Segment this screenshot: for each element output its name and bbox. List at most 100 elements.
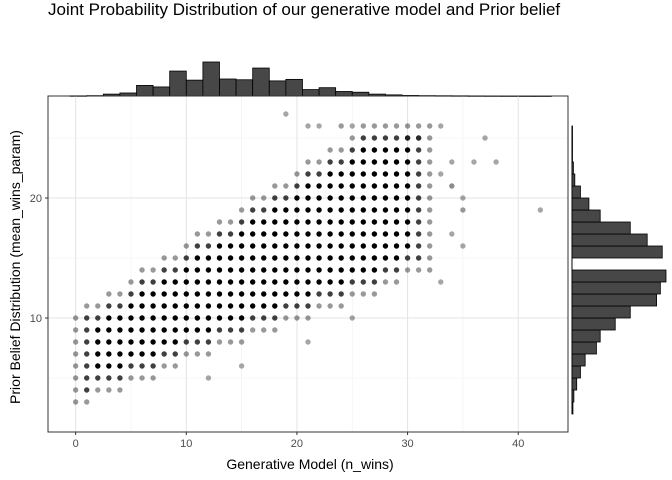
- scatter-point: [238, 327, 245, 333]
- scatter-point: [183, 315, 189, 321]
- scatter-point: [183, 255, 189, 261]
- scatter-point: [283, 183, 289, 189]
- scatter-point: [205, 351, 212, 357]
- scatter-point: [393, 147, 400, 153]
- scatter-point: [227, 291, 234, 297]
- scatter-point: [415, 207, 422, 213]
- scatter-point: [261, 255, 267, 261]
- scatter-point: [117, 387, 123, 393]
- scatter-point: [349, 267, 355, 273]
- scatter-point: [272, 243, 278, 249]
- scatter-point: [172, 255, 178, 261]
- scatter-point: [338, 255, 344, 261]
- scatter-point: [415, 147, 422, 153]
- scatter-point: [272, 303, 278, 309]
- scatter-point: [371, 279, 378, 285]
- scatter-point: [194, 291, 201, 297]
- scatter-point: [227, 327, 234, 333]
- scatter-point: [261, 219, 267, 225]
- scatter-point: [316, 291, 322, 297]
- scatter-point: [294, 219, 300, 225]
- scatter-point: [338, 231, 344, 237]
- scatter-point: [283, 303, 289, 309]
- scatter-point: [316, 123, 322, 129]
- scatter-point: [382, 123, 389, 129]
- scatter-point: [249, 279, 256, 285]
- scatter-point: [327, 207, 333, 213]
- scatter-point: [227, 315, 234, 321]
- scatter-point: [205, 315, 212, 321]
- scatter-point: [371, 183, 378, 189]
- scatter-point: [128, 375, 134, 381]
- scatter-point: [305, 231, 311, 237]
- right-histogram-bar: [571, 185, 581, 199]
- scatter-point: [194, 231, 201, 237]
- scatter-point: [128, 339, 134, 345]
- scatter-point: [72, 387, 79, 393]
- scatter-point: [438, 279, 444, 285]
- scatter-point: [150, 303, 156, 309]
- scatter-point: [327, 183, 333, 189]
- scatter-point: [249, 327, 256, 333]
- right-histogram-bar: [571, 401, 574, 415]
- scatter-point: [150, 279, 156, 285]
- scatter-point: [183, 267, 189, 273]
- scatter-point: [415, 123, 422, 129]
- scatter-point: [117, 351, 123, 357]
- scatter-point: [316, 219, 322, 225]
- scatter-point: [183, 291, 189, 297]
- scatter-point: [338, 147, 344, 153]
- scatter-point: [349, 219, 355, 225]
- scatter-point: [150, 267, 156, 273]
- scatter-point: [294, 279, 300, 285]
- scatter-point: [360, 219, 367, 225]
- right-histogram-bar: [571, 137, 573, 151]
- scatter-point: [194, 315, 201, 321]
- top-histogram-bar: [318, 87, 337, 97]
- scatter-point: [316, 183, 322, 189]
- right-histogram-bar: [571, 245, 663, 259]
- scatter-point: [349, 123, 355, 129]
- scatter-point: [360, 159, 367, 165]
- scatter-point: [349, 243, 355, 249]
- scatter-point: [537, 207, 544, 213]
- scatter-point: [393, 243, 400, 249]
- scatter-point: [227, 303, 234, 309]
- scatter-point: [382, 171, 389, 177]
- scatter-point: [349, 291, 355, 297]
- scatter-point: [327, 279, 333, 285]
- scatter-point: [95, 327, 101, 333]
- scatter-point: [183, 303, 189, 309]
- scatter-point: [205, 375, 212, 381]
- scatter-point: [72, 351, 79, 357]
- scatter-point: [338, 171, 344, 177]
- scatter-point: [382, 279, 389, 285]
- scatter-point: [338, 279, 344, 285]
- scatter-point: [216, 219, 223, 225]
- scatter-point: [427, 243, 433, 249]
- scatter-point: [238, 207, 245, 213]
- scatter-point: [150, 375, 156, 381]
- scatter-point: [404, 123, 411, 129]
- scatter-point: [294, 291, 300, 297]
- scatter-point: [272, 183, 278, 189]
- scatter-point: [205, 291, 212, 297]
- scatter-point: [415, 135, 422, 141]
- scatter-point: [371, 159, 378, 165]
- scatter-point: [238, 291, 245, 297]
- scatter-point: [238, 243, 245, 249]
- scatter-point: [415, 135, 422, 141]
- scatter-point: [261, 315, 267, 321]
- scatter-point: [371, 291, 378, 297]
- scatter-point: [294, 303, 300, 309]
- scatter-point: [117, 339, 123, 345]
- scatter-point: [349, 147, 355, 153]
- scatter-point: [404, 231, 411, 237]
- scatter-point: [449, 231, 455, 237]
- scatter-point: [438, 171, 444, 177]
- scatter-point: [106, 387, 112, 393]
- scatter-point: [249, 231, 256, 237]
- scatter-point: [327, 255, 333, 261]
- x-tick-label: 0: [73, 438, 79, 450]
